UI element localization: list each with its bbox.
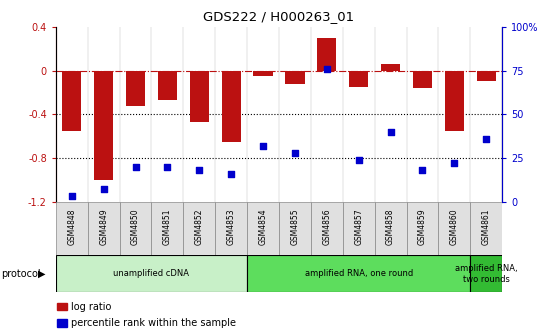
Point bbox=[227, 171, 235, 176]
Text: GSM4856: GSM4856 bbox=[323, 208, 331, 245]
Bar bbox=[56, 255, 247, 292]
Point bbox=[354, 157, 363, 162]
Bar bbox=[381, 64, 400, 71]
Bar bbox=[247, 255, 470, 292]
Bar bbox=[184, 202, 215, 255]
Point bbox=[258, 143, 267, 149]
Bar bbox=[407, 202, 439, 255]
Text: GSM4855: GSM4855 bbox=[291, 208, 300, 245]
Text: GSM4849: GSM4849 bbox=[99, 208, 108, 245]
Text: GSM4850: GSM4850 bbox=[131, 208, 140, 245]
Point bbox=[99, 187, 108, 192]
Bar bbox=[151, 202, 184, 255]
Bar bbox=[445, 71, 464, 131]
Bar bbox=[374, 202, 407, 255]
Bar bbox=[477, 71, 496, 82]
Bar bbox=[94, 71, 113, 180]
Bar bbox=[56, 202, 88, 255]
Bar bbox=[279, 202, 311, 255]
Bar bbox=[439, 202, 470, 255]
Point bbox=[386, 129, 395, 134]
Bar bbox=[470, 255, 502, 292]
Text: GSM4859: GSM4859 bbox=[418, 208, 427, 245]
Point bbox=[418, 167, 427, 173]
Bar bbox=[318, 38, 336, 71]
Bar bbox=[247, 202, 279, 255]
Bar bbox=[349, 71, 368, 87]
Point bbox=[68, 194, 76, 199]
Bar bbox=[215, 202, 247, 255]
Text: GSM4853: GSM4853 bbox=[227, 208, 235, 245]
Text: log ratio: log ratio bbox=[70, 302, 111, 312]
Bar bbox=[253, 71, 273, 76]
Bar bbox=[222, 71, 240, 141]
Text: GDS222 / H000263_01: GDS222 / H000263_01 bbox=[204, 10, 354, 23]
Point bbox=[291, 150, 300, 155]
Point bbox=[131, 164, 140, 169]
Text: amplified RNA, one round: amplified RNA, one round bbox=[305, 269, 413, 278]
Bar bbox=[126, 71, 145, 106]
Point bbox=[163, 164, 172, 169]
Text: GSM4851: GSM4851 bbox=[163, 208, 172, 245]
Point bbox=[195, 167, 204, 173]
Bar bbox=[413, 71, 432, 88]
Bar bbox=[119, 202, 151, 255]
Bar bbox=[62, 71, 81, 131]
Text: GSM4848: GSM4848 bbox=[68, 208, 76, 245]
Text: GSM4852: GSM4852 bbox=[195, 208, 204, 245]
Text: GSM4857: GSM4857 bbox=[354, 208, 363, 245]
Bar bbox=[190, 71, 209, 122]
Bar bbox=[57, 319, 66, 327]
Text: unamplified cDNA: unamplified cDNA bbox=[113, 269, 190, 278]
Text: ▶: ▶ bbox=[38, 269, 46, 279]
Bar bbox=[57, 303, 66, 310]
Text: GSM4861: GSM4861 bbox=[482, 208, 490, 245]
Text: GSM4860: GSM4860 bbox=[450, 208, 459, 245]
Text: percentile rank within the sample: percentile rank within the sample bbox=[70, 318, 235, 328]
Bar bbox=[470, 202, 502, 255]
Text: protocol: protocol bbox=[1, 269, 41, 279]
Point bbox=[482, 136, 490, 141]
Bar bbox=[285, 71, 305, 84]
Bar bbox=[343, 202, 374, 255]
Bar bbox=[158, 71, 177, 100]
Point bbox=[323, 66, 331, 72]
Bar bbox=[88, 202, 119, 255]
Text: GSM4854: GSM4854 bbox=[258, 208, 267, 245]
Point bbox=[450, 161, 459, 166]
Text: amplified RNA,
two rounds: amplified RNA, two rounds bbox=[455, 264, 518, 284]
Text: GSM4858: GSM4858 bbox=[386, 208, 395, 245]
Bar bbox=[311, 202, 343, 255]
